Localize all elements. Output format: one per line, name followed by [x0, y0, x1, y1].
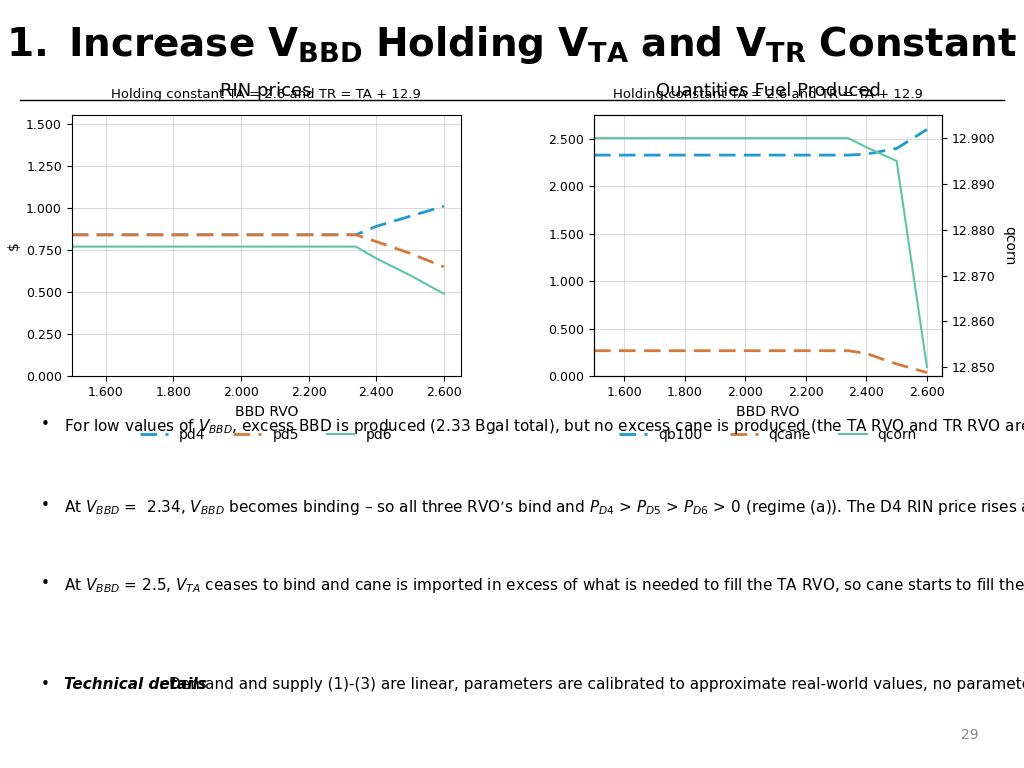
Text: •: •	[40, 576, 49, 591]
Text: $\mathbf{1.\ Increase\ V_{BBD}\ Holding\ V_{TA}\ and\ V_{TR}\ Constant}$: $\mathbf{1.\ Increase\ V_{BBD}\ Holding\…	[6, 24, 1018, 65]
Text: At $V_{BBD}$ =  2.34, $V_{BBD}$ becomes binding – so all three RVO’s bind and $P: At $V_{BBD}$ = 2.34, $V_{BBD}$ becomes b…	[65, 498, 1024, 518]
Text: At $V_{BBD}$ = 2.5, $V_{TA}$ ceases to bind and cane is imported in excess of wh: At $V_{BBD}$ = 2.5, $V_{TA}$ ceases to b…	[65, 576, 1024, 595]
Y-axis label: $: $	[6, 241, 20, 250]
Text: Holding constant TA = 2.6 and TR = TA + 12.9: Holding constant TA = 2.6 and TR = TA + …	[112, 88, 421, 101]
Text: Holding constant TA = 2.6 and TR = TA + 12.9: Holding constant TA = 2.6 and TR = TA + …	[613, 88, 923, 101]
Y-axis label: qcorn: qcorn	[1002, 226, 1017, 266]
X-axis label: BBD RVO: BBD RVO	[736, 405, 800, 419]
Legend: pd4, pd5, pd6: pd4, pd5, pd6	[135, 422, 397, 448]
X-axis label: BBD RVO: BBD RVO	[234, 405, 298, 419]
Legend: qb100, qcane, qcorn: qb100, qcane, qcorn	[613, 422, 923, 448]
Text: Technical details: Technical details	[65, 677, 207, 693]
Title: Quantities Fuel Produced: Quantities Fuel Produced	[655, 81, 881, 100]
Text: •: •	[40, 417, 49, 432]
Text: 29: 29	[962, 727, 979, 742]
Text: •: •	[40, 677, 49, 693]
Text: For low values of $V_{BBD}$, excess BBD is produced (2.33 Bgal total), but no ex: For low values of $V_{BBD}$, excess BBD …	[65, 417, 1024, 436]
Title: RIN prices: RIN prices	[220, 81, 312, 100]
Text: : Demand and supply (1)-(3) are linear, parameters are calibrated to approximate: : Demand and supply (1)-(3) are linear, …	[159, 677, 1024, 693]
Text: •: •	[40, 498, 49, 513]
